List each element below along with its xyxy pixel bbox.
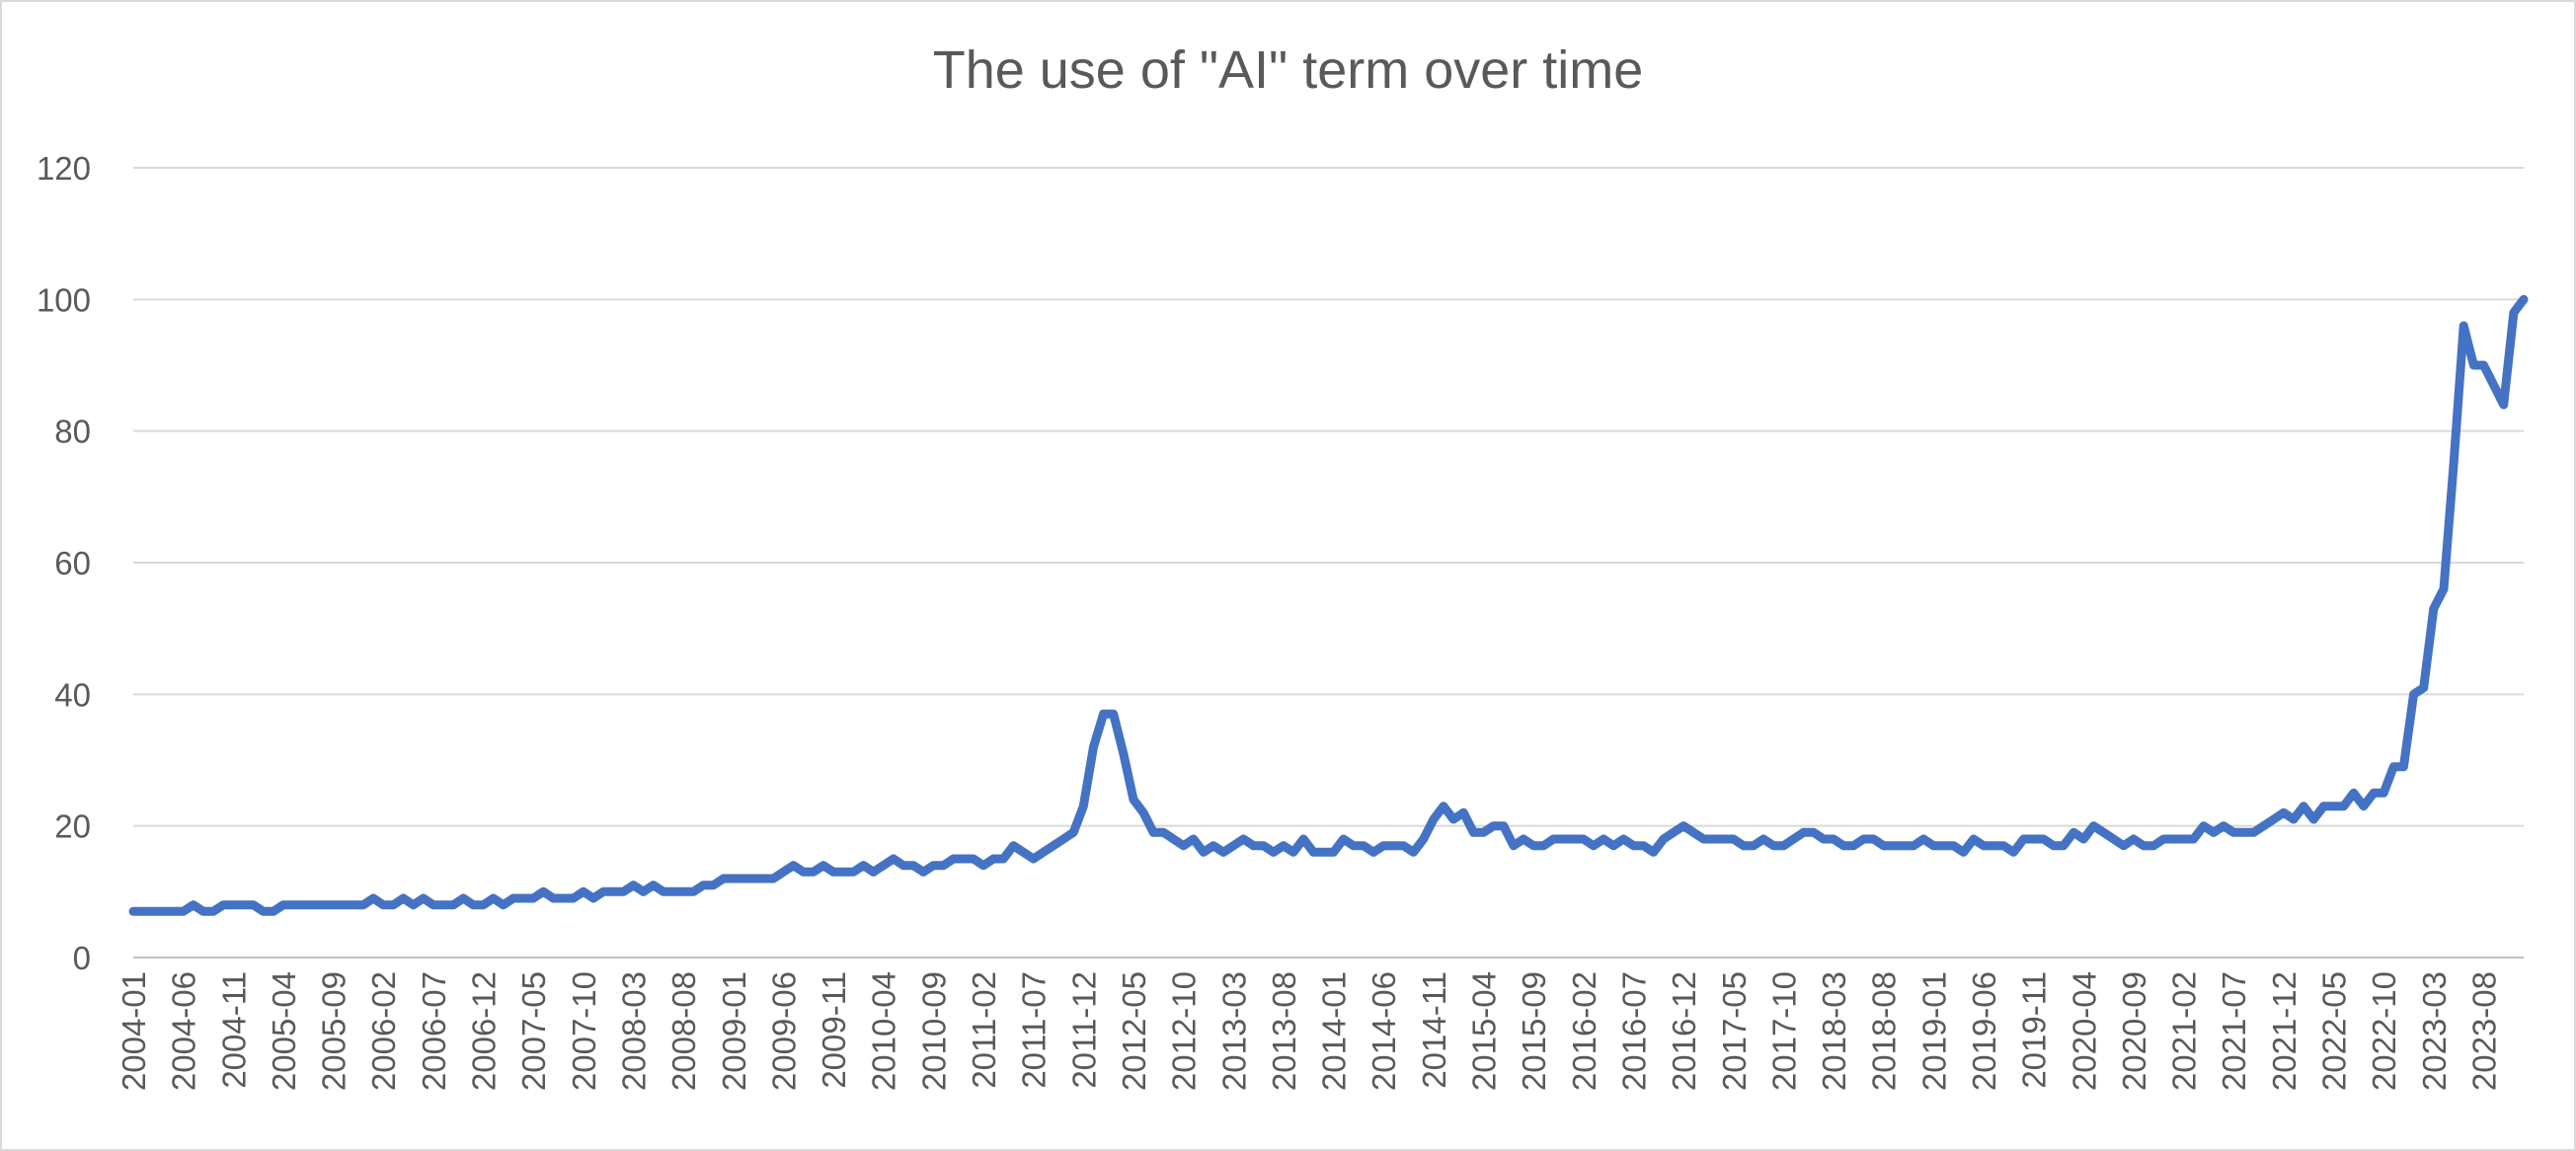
y-tick-label: 20	[54, 808, 91, 845]
x-tick-label: 2004-01	[116, 971, 152, 1091]
x-tick-label: 2019-06	[1966, 971, 2002, 1091]
x-tick-label: 2016-07	[1615, 971, 1652, 1091]
x-tick-label: 2011-02	[966, 971, 1002, 1089]
x-tick-label: 2007-10	[566, 971, 602, 1091]
x-tick-label: 2014-01	[1316, 971, 1353, 1091]
x-tick-label: 2012-10	[1166, 971, 1203, 1091]
x-tick-label: 2018-03	[1816, 971, 1852, 1091]
y-tick-label: 40	[54, 676, 91, 713]
x-tick-label: 2022-10	[2366, 971, 2402, 1091]
x-tick-label: 2008-08	[665, 971, 702, 1091]
x-tick-label: 2013-03	[1215, 971, 1252, 1091]
y-tick-label: 100	[37, 281, 91, 318]
y-tick-label: 120	[37, 150, 91, 187]
x-tick-label: 2021-12	[2266, 971, 2303, 1091]
x-axis: 2004-01 2004-06 2004-11 2005-04 2005-09 2006-…	[116, 971, 2502, 1091]
x-tick-label: 2016-12	[1666, 971, 1702, 1091]
gridlines	[133, 167, 2524, 959]
y-tick-label: 0	[73, 940, 91, 976]
y-axis: 0 20 40 60 80 100 120	[37, 150, 91, 976]
x-tick-label: 2015-09	[1516, 971, 1552, 1091]
series-line	[128, 294, 2529, 916]
x-tick-label: 2006-02	[365, 971, 402, 1091]
x-tick-label: 2023-03	[2416, 971, 2453, 1091]
x-tick-label: 2008-03	[615, 971, 652, 1091]
x-tick-label: 2004-06	[166, 971, 202, 1091]
x-tick-label: 2020-04	[2066, 971, 2102, 1091]
x-tick-label: 2017-10	[1765, 971, 1802, 1091]
x-tick-label: 2006-07	[416, 971, 452, 1091]
x-tick-label: 2005-04	[266, 971, 302, 1091]
x-tick-label: 2016-02	[1566, 971, 1602, 1091]
x-tick-label: 2013-08	[1266, 971, 1302, 1091]
series-layer	[128, 294, 2529, 916]
x-tick-label: 2010-04	[866, 971, 902, 1091]
y-tick-label: 60	[54, 545, 91, 581]
x-tick-label: 2019-01	[1915, 971, 1952, 1091]
x-tick-label: 2006-12	[466, 971, 503, 1091]
x-tick-label: 2014-11	[1416, 971, 1452, 1089]
x-tick-label: 2021-07	[2216, 971, 2252, 1091]
x-tick-label: 2014-06	[1366, 971, 1402, 1091]
x-tick-label: 2012-05	[1116, 971, 1152, 1091]
x-tick-label: 2011-07	[1016, 971, 1053, 1089]
x-tick-label: 2004-11	[215, 971, 252, 1089]
x-tick-label: 2015-04	[1466, 971, 1503, 1091]
x-tick-label: 2010-09	[915, 971, 952, 1091]
x-tick-label: 2017-05	[1716, 971, 1753, 1091]
x-tick-label: 2018-08	[1866, 971, 1903, 1091]
x-tick-label: 2020-09	[2116, 971, 2152, 1091]
x-tick-label: 2019-11	[2016, 971, 2053, 1089]
x-tick-label: 2023-08	[2465, 971, 2502, 1091]
x-tick-label: 2009-01	[716, 971, 752, 1091]
y-tick-label: 80	[54, 414, 91, 450]
chart-title: The use of "AI" term over time	[932, 40, 1644, 100]
x-tick-label: 2021-02	[2166, 971, 2203, 1091]
x-tick-label: 2022-05	[2316, 971, 2353, 1091]
x-tick-label: 2005-09	[316, 971, 352, 1091]
x-tick-label: 2007-05	[515, 971, 552, 1091]
x-tick-label: 2009-11	[816, 971, 852, 1089]
x-tick-label: 2009-06	[765, 971, 802, 1091]
x-tick-label: 2011-12	[1065, 971, 1102, 1089]
